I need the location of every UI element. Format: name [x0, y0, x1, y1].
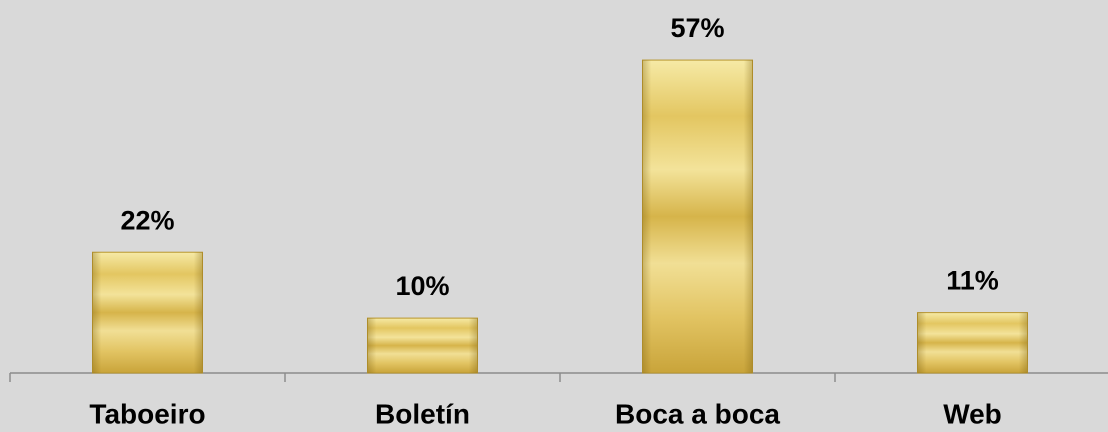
bar-bevel — [642, 60, 753, 373]
x-tick-label: Boletín — [375, 398, 470, 429]
data-label: 11% — [946, 266, 999, 296]
bar-bevel — [917, 312, 1028, 373]
data-label: 22% — [120, 205, 174, 235]
x-tick-label: Taboeiro — [89, 398, 205, 429]
x-tick-label: Web — [943, 398, 1002, 429]
bar-bevel — [367, 318, 478, 373]
x-tick-label: Boca a boca — [615, 398, 780, 429]
data-label: 10% — [395, 271, 449, 301]
data-label: 57% — [670, 13, 724, 43]
bar-bevel — [92, 252, 203, 373]
